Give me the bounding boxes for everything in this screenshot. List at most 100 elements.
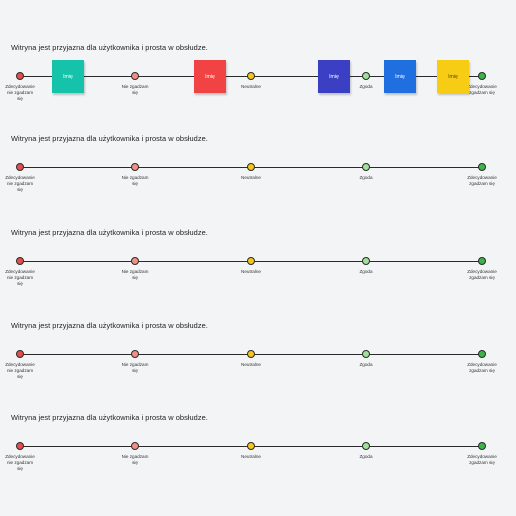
scale-point-4[interactable]: [362, 350, 370, 358]
scale-label: Zgoda: [339, 362, 393, 368]
scale-label-line: Neutralne: [241, 454, 261, 459]
sticky-note[interactable]: Imię: [384, 60, 416, 93]
scale-point-1[interactable]: [16, 163, 24, 171]
scale-point-5[interactable]: [478, 163, 486, 171]
scale-point-1[interactable]: [16, 257, 24, 265]
scale-label-line: się: [17, 281, 23, 286]
scale-label-line: Nie zgadzam: [121, 454, 149, 459]
scale-label: Nie zgadzam się: [108, 362, 162, 374]
question-text: Witryna jest przyjazna dla użytkownika i…: [11, 413, 208, 422]
scale-point-3[interactable]: [247, 442, 255, 450]
scale-point-4[interactable]: [362, 72, 370, 80]
scale-label: Zdecydowanie zgadzam się: [455, 454, 509, 466]
scale-label-line: zgadzam się: [469, 460, 495, 465]
scale-label: Zdecydowanie nie zgadzam się: [0, 84, 47, 102]
sticky-note[interactable]: Imię: [194, 60, 226, 93]
scale-label: Zdecydowanie nie zgadzam się: [0, 269, 47, 287]
scale-label-line: Neutralne: [241, 269, 261, 274]
scale-label: Neutralne: [224, 362, 278, 368]
scale-label-line: się: [132, 460, 138, 465]
scale-point-4[interactable]: [362, 163, 370, 171]
scale-label: Zdecydowanie nie zgadzam się: [0, 362, 47, 380]
scale-label-line: zgadzam się: [469, 90, 495, 95]
scale-point-1[interactable]: [16, 72, 24, 80]
sticky-note[interactable]: Imię: [318, 60, 350, 93]
scale-point-3[interactable]: [247, 350, 255, 358]
scale-label-line: się: [132, 181, 138, 186]
scale-label-line: się: [17, 466, 23, 471]
sticky-note[interactable]: Imię: [52, 60, 84, 93]
scale-point-2[interactable]: [131, 163, 139, 171]
scale-label-line: Zdecydowanie: [5, 84, 35, 89]
scale-point-1[interactable]: [16, 442, 24, 450]
scale-label-line: Nie zgadzam: [121, 175, 149, 180]
scale-label-line: Zdecydowanie: [467, 454, 497, 459]
scale-label-line: Neutralne: [241, 175, 261, 180]
scale-label-line: Nie zgadzam: [121, 362, 149, 367]
scale-label: Nie zgadzam się: [108, 269, 162, 281]
scale-point-3[interactable]: [247, 257, 255, 265]
scale-label-line: Zdecydowanie: [467, 175, 497, 180]
scale-point-2[interactable]: [131, 72, 139, 80]
scale-label-line: Zgoda: [359, 362, 373, 367]
scale-label-line: Zdecydowanie: [5, 175, 35, 180]
question-text: Witryna jest przyjazna dla użytkownika i…: [11, 228, 208, 237]
scale-label-line: się: [17, 187, 23, 192]
scale-label-line: Zdecydowanie: [467, 362, 497, 367]
scale-point-5[interactable]: [478, 442, 486, 450]
scale-label-line: Zgoda: [359, 269, 373, 274]
scale-label-line: zgadzam się: [469, 368, 495, 373]
scale-label-line: Zgoda: [359, 175, 373, 180]
scale-label: Zgoda: [339, 454, 393, 460]
scale-point-3[interactable]: [247, 72, 255, 80]
scale-point-5[interactable]: [478, 350, 486, 358]
scale-label: Zdecydowanie zgadzam się: [455, 84, 509, 96]
scale-label-line: Zdecydowanie: [5, 454, 35, 459]
scale-point-2[interactable]: [131, 442, 139, 450]
scale-label-line: się: [132, 90, 138, 95]
scale-point-1[interactable]: [16, 350, 24, 358]
scale-label: Zgoda: [339, 269, 393, 275]
scale-label: Nie zgadzam się: [108, 84, 162, 96]
scale-point-3[interactable]: [247, 163, 255, 171]
scale-point-2[interactable]: [131, 257, 139, 265]
scale-label-line: nie zgadzam: [6, 368, 34, 373]
scale-point-2[interactable]: [131, 350, 139, 358]
scale-label-line: zgadzam się: [469, 181, 495, 186]
scale-label: Neutralne: [224, 175, 278, 181]
question-text: Witryna jest przyjazna dla użytkownika i…: [11, 134, 208, 143]
scale-label-line: nie zgadzam: [6, 460, 34, 465]
scale-label-line: zgadzam się: [469, 275, 495, 280]
scale-label-line: Nie zgadzam: [121, 84, 149, 89]
scale-label-line: się: [17, 96, 23, 101]
scale-label: Nie zgadzam się: [108, 454, 162, 466]
scale-label-line: Neutralne: [241, 362, 261, 367]
scale-point-5[interactable]: [478, 257, 486, 265]
scale-label: Zdecydowanie zgadzam się: [455, 175, 509, 187]
scale-label: Zdecydowanie nie zgadzam się: [0, 175, 47, 193]
scale-label: Zdecydowanie nie zgadzam się: [0, 454, 47, 472]
scale-label: Neutralne: [224, 84, 278, 90]
scale-label-line: Zgoda: [359, 84, 373, 89]
scale-label: Zgoda: [339, 84, 393, 90]
scale-label: Zdecydowanie zgadzam się: [455, 362, 509, 374]
scale-label: Zgoda: [339, 175, 393, 181]
scale-label-line: nie zgadzam: [6, 90, 34, 95]
scale-label-line: się: [17, 374, 23, 379]
question-text: Witryna jest przyjazna dla użytkownika i…: [11, 43, 208, 52]
scale-label-line: Nie zgadzam: [121, 269, 149, 274]
scale-label-line: nie zgadzam: [6, 275, 34, 280]
scale-label-line: się: [132, 275, 138, 280]
scale-point-4[interactable]: [362, 257, 370, 265]
scale-label: Neutralne: [224, 269, 278, 275]
scale-label-line: Zdecydowanie: [467, 269, 497, 274]
scale-label: Zdecydowanie zgadzam się: [455, 269, 509, 281]
scale-label: Neutralne: [224, 454, 278, 460]
scale-label-line: się: [132, 368, 138, 373]
scale-point-5[interactable]: [478, 72, 486, 80]
scale-label-line: Zgoda: [359, 454, 373, 459]
scale-label-line: Zdecydowanie: [5, 362, 35, 367]
scale-point-4[interactable]: [362, 442, 370, 450]
sticky-note[interactable]: Imię: [437, 60, 469, 93]
